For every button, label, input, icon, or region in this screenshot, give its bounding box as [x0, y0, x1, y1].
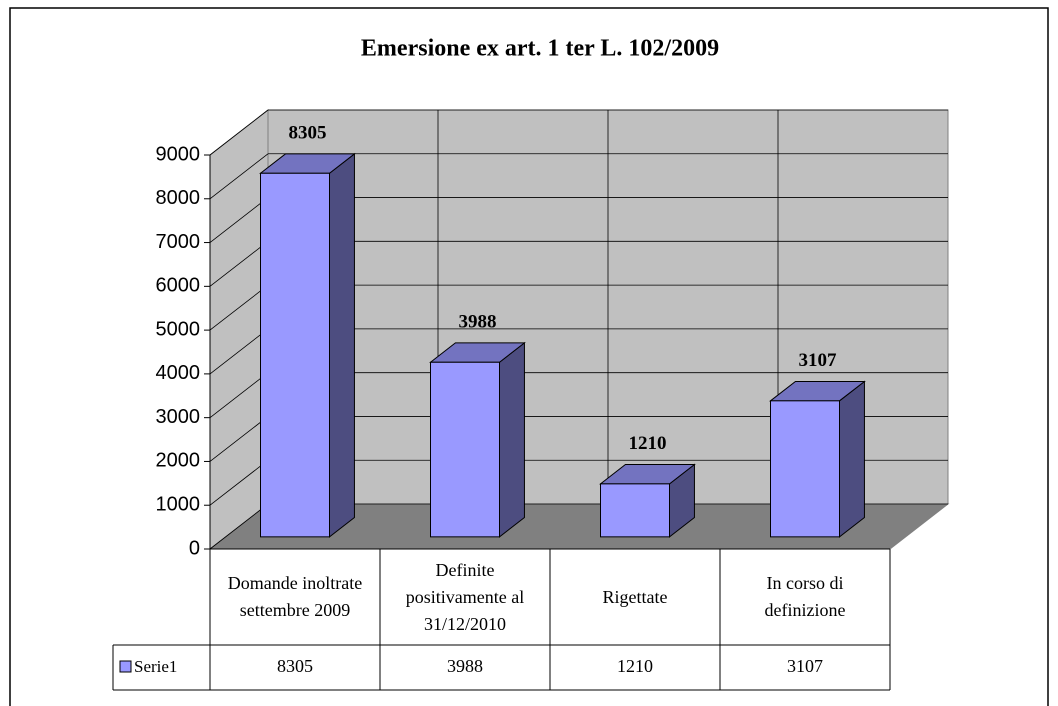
legend-swatch: [119, 660, 132, 673]
grid-line: [209, 503, 269, 550]
bar: [260, 172, 330, 538]
y-tick-label: 4000: [156, 362, 201, 384]
table-value: 8305: [277, 656, 313, 676]
y-tick-label: 3000: [156, 406, 201, 428]
grid-line: [209, 416, 269, 462]
chart-title: Emersione ex art. 1 ter L. 102/2009: [361, 36, 719, 62]
legend-label: Serie1: [134, 657, 177, 676]
bar: [600, 483, 670, 538]
y-tick-label: 9000: [156, 143, 201, 165]
grid-line: [209, 372, 269, 418]
grid-line: [209, 459, 269, 506]
bar-side: [329, 152, 355, 538]
grid-line: [209, 284, 269, 331]
category-label: In corso di definizione: [764, 573, 846, 620]
table-value: 3107: [787, 656, 823, 676]
category-label: Definite positivamente al 31/12/2010: [405, 559, 525, 634]
bar: [770, 400, 840, 538]
table-value: 1210: [617, 656, 653, 676]
data-label: 8305: [288, 122, 326, 143]
grid-line: [209, 241, 269, 287]
y-tick-label: 1000: [156, 494, 201, 516]
y-tick-label: 5000: [156, 318, 201, 340]
data-label: 3988: [458, 311, 496, 332]
y-tick-label: 8000: [156, 187, 201, 209]
bar-side: [839, 380, 865, 538]
grid-line: [209, 197, 269, 243]
y-tick-label: 6000: [156, 275, 201, 297]
data-label: 1210: [628, 433, 666, 454]
category-label: Rigettate: [602, 586, 668, 607]
grid-line: [209, 109, 269, 156]
category-label: Domande inoltrate settembre 2009: [227, 573, 363, 620]
grid-line: [209, 153, 269, 200]
bar-side: [499, 341, 525, 538]
bar: [430, 361, 500, 538]
y-tick-label: 7000: [156, 231, 201, 253]
grid-line: [209, 328, 269, 375]
y-tick-label: 2000: [156, 450, 201, 472]
y-tick-label: 0: [189, 537, 200, 559]
table-value: 3988: [447, 656, 483, 676]
data-label: 3107: [798, 350, 837, 371]
